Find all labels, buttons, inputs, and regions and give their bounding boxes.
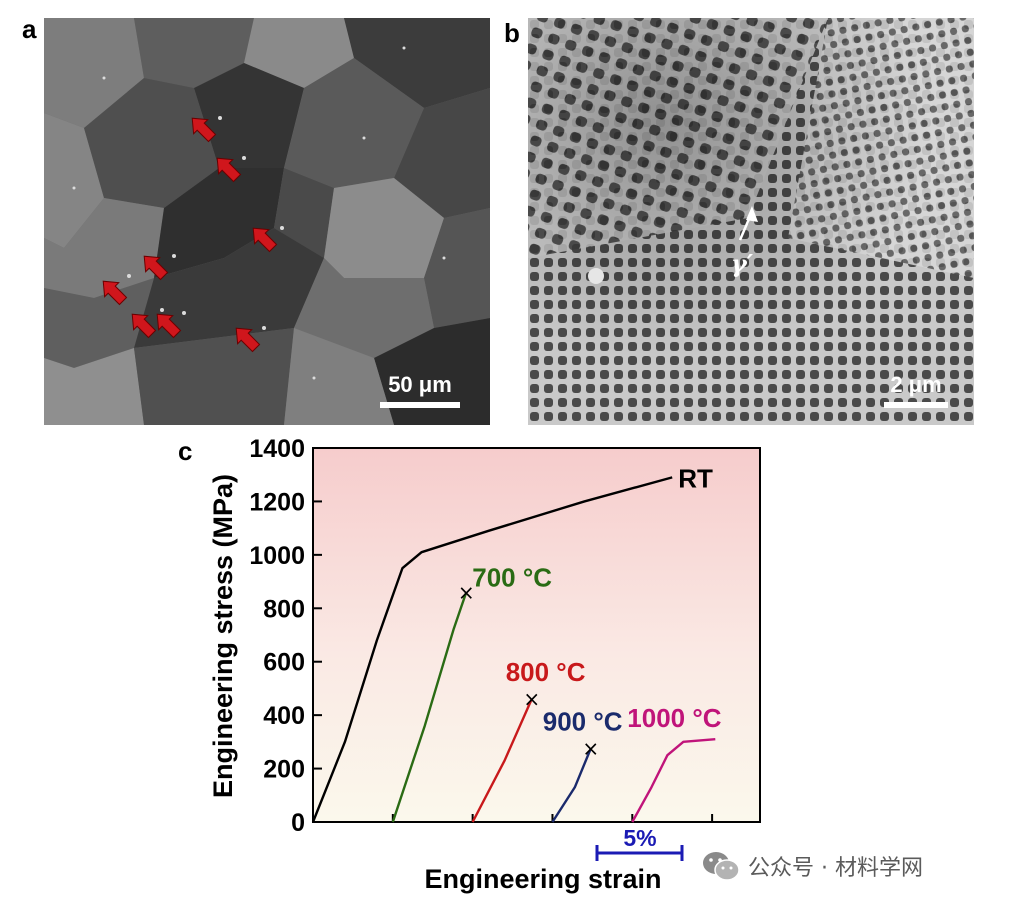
arrow-icon: [216, 157, 242, 183]
series-line-3: [551, 748, 592, 823]
series-label-1: 700 °C: [472, 562, 552, 592]
watermark: 公众号 · 材料学网: [702, 848, 923, 884]
arrow-head-icon: [746, 206, 758, 222]
scale-bar-a: [380, 402, 460, 408]
grain-structure-image: 50 μm: [44, 18, 490, 425]
y-tick-label: 800: [263, 595, 305, 623]
scale-bar-b: [884, 402, 948, 408]
series-label-2: 800 °C: [506, 657, 586, 687]
panel-c-letter: c: [178, 436, 193, 466]
y-tick-label: 0: [291, 809, 305, 837]
strain-scale-bar: 5%: [595, 825, 684, 861]
arrow-icon: [191, 117, 217, 143]
series-label-4: 1000 °C: [627, 703, 721, 733]
arrow-icon: [235, 327, 261, 353]
y-tick-label: 1400: [249, 435, 305, 463]
scale-bar-b-label: 2 μm: [890, 372, 941, 397]
arrow-icon: [156, 313, 182, 339]
y-tick-label: 1000: [249, 542, 305, 570]
y-tick-label: 400: [263, 702, 305, 730]
fracture-marker: ×: [582, 737, 599, 761]
y-tick-label: 600: [263, 649, 305, 677]
x-axis-label: Engineering strain: [424, 864, 661, 894]
series-line-4: [631, 737, 716, 823]
y-tick-label: 1200: [249, 488, 305, 516]
panel-b-letter: b: [504, 18, 520, 48]
series-label-0: RT: [678, 463, 713, 493]
panel-b-micrograph: γ′ 2 μm: [528, 18, 974, 425]
watermark-text: 公众号 · 材料学网: [748, 856, 923, 881]
y-tick-label: 200: [263, 756, 305, 784]
plot-area: [312, 447, 761, 823]
panel-a-letter: a: [22, 14, 37, 44]
series-line-1: [391, 591, 468, 823]
fracture-marker: ×: [458, 580, 475, 604]
gamma-prime-image: γ′ 2 μm: [528, 18, 974, 425]
arrow-icon: [131, 313, 157, 339]
panel-a-micrograph: 50 μm: [44, 18, 490, 425]
series-line-0: [311, 476, 673, 823]
series-label-3: 900 °C: [543, 707, 623, 737]
gamma-prime-label: γ′: [731, 249, 754, 278]
scale-bar-a-label: 50 μm: [388, 372, 452, 397]
arrow-icon: [252, 227, 278, 253]
y-axis-label: Engineering stress (MPa): [208, 474, 238, 798]
arrow-icon: [102, 280, 128, 306]
fracture-marker: ×: [523, 687, 540, 711]
arrow-icon: [143, 255, 169, 281]
wechat-icon: [703, 852, 740, 881]
strain-scale-label: 5%: [623, 825, 656, 851]
series-line-2: [471, 698, 533, 823]
